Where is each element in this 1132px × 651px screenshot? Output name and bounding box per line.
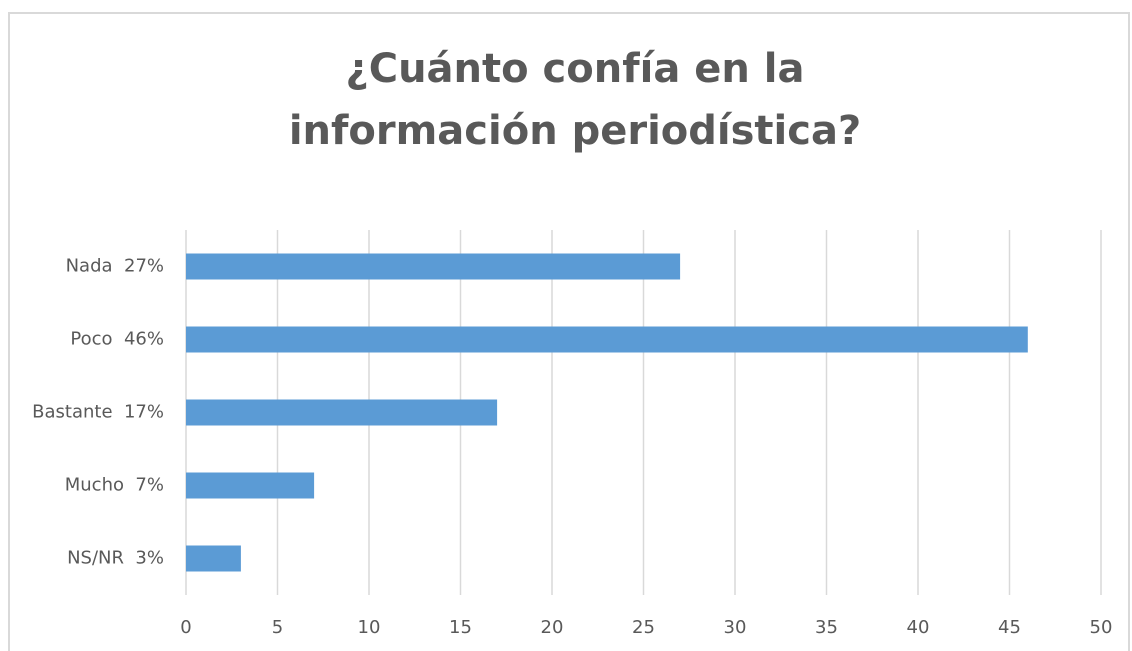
bar: [186, 326, 1028, 353]
x-tick-label: 25: [632, 617, 655, 638]
x-tick-label: 5: [272, 617, 283, 638]
chart-title: ¿Cuánto confía en la información periodí…: [288, 46, 862, 154]
x-tick-label: 15: [449, 617, 472, 638]
y-tick-label: NS/NR 3%: [67, 548, 164, 569]
y-tick-label: Bastante 17%: [32, 402, 164, 423]
bar: [186, 545, 241, 572]
x-tick-label: 45: [998, 617, 1021, 638]
bar: [186, 472, 315, 499]
x-tick-label: 10: [358, 617, 381, 638]
y-tick-label: Mucho 7%: [65, 475, 164, 496]
x-tick-label: 50: [1090, 617, 1113, 638]
bar: [186, 253, 681, 280]
x-tick-label: 20: [541, 617, 564, 638]
x-tick-label: 35: [815, 617, 838, 638]
y-tick-label: Poco 46%: [70, 329, 164, 350]
x-tick-label: 40: [907, 617, 930, 638]
x-tick-label: 0: [180, 617, 191, 638]
bar: [186, 399, 498, 426]
x-tick-label: 30: [724, 617, 747, 638]
chart-frame: [8, 12, 1130, 651]
y-tick-label: Nada 27%: [66, 256, 164, 277]
